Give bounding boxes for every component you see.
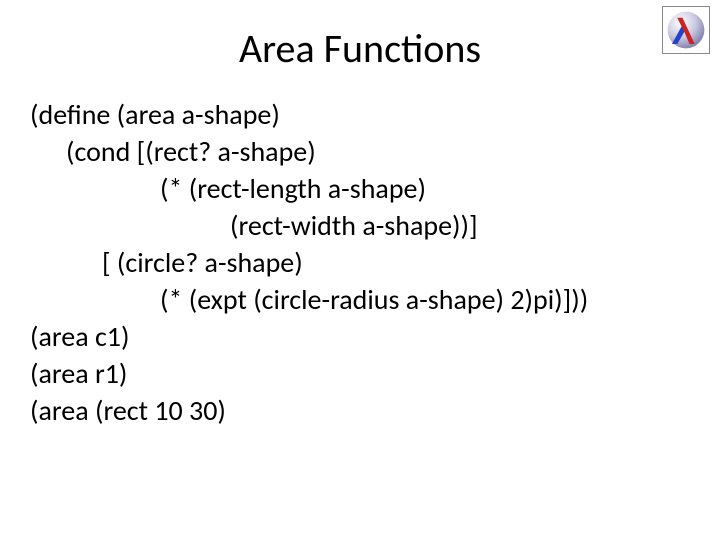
code-line: (area (rect 10 30) <box>30 393 700 430</box>
lambda-logo <box>662 6 710 54</box>
code-line: (* (expt (circle-radius a-shape) 2)pi)])… <box>30 282 700 319</box>
code-line: (rect-width a-shape))] <box>30 208 700 245</box>
code-line: (cond [(rect? a-shape) <box>30 134 700 171</box>
code-line: (area c1) <box>30 319 700 356</box>
code-line: (define (area a-shape) <box>30 97 700 134</box>
code-block: (define (area a-shape) (cond [(rect? a-s… <box>0 97 720 430</box>
code-line: [ (circle? a-shape) <box>30 245 700 282</box>
code-line: (* (rect-length a-shape) <box>30 171 700 208</box>
slide-title: Area Functions <box>0 0 720 97</box>
code-line: (area r1) <box>30 356 700 393</box>
